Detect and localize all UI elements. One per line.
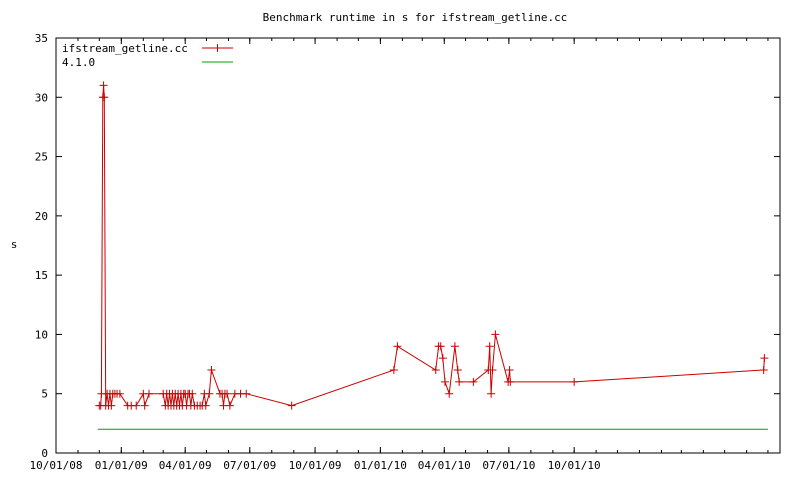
series-ifstream-getline [95,81,769,410]
series-line [99,85,765,408]
axes: 0 5 10 15 20 25 30 35 10/01/08 01/01/09 04/01/09 07… [30,32,781,472]
data-point [505,366,514,374]
data-point [440,377,449,386]
y-tick-label: 10 [35,328,48,341]
x-tick-label: 10/01/08 [30,459,83,472]
data-point [393,342,402,351]
data-point [100,93,109,102]
x-tick-label: 04/01/09 [159,459,212,472]
data-point [107,401,116,410]
data-point [115,389,124,398]
legend-marker [213,44,222,52]
data-point [760,354,769,363]
data-point [132,401,141,410]
y-tick-label: 30 [35,91,48,104]
legend-label: ifstream_getline.cc [62,42,188,55]
x-tick-label: 01/01/09 [95,459,148,472]
x-tick-label: 04/01/10 [418,459,471,472]
data-point [485,342,494,351]
data-point [455,377,464,386]
data-point [759,366,768,374]
data-point [450,342,459,351]
y-tick-label: 15 [35,269,48,282]
data-point [223,389,232,398]
data-point [488,366,497,374]
data-point [506,377,515,386]
x-tick-label: 07/01/09 [223,459,276,472]
y-tick-label: 35 [35,32,48,45]
chart-title: Benchmark runtime in s for ifstream_getl… [263,11,568,24]
legend: ifstream_getline.cc4.1.0 [62,42,233,69]
data-point [188,389,197,398]
data-point [445,389,454,398]
data-point [469,377,478,386]
data-point [287,401,296,410]
y-tick-label: 0 [41,447,48,460]
data-point [438,354,447,363]
data-point [207,366,216,374]
x-tick-label: 10/01/09 [289,459,342,472]
data-point [201,401,210,410]
y-tick-label: 5 [41,388,48,401]
data-point [225,401,234,410]
x-tick-label: 01/01/10 [354,459,407,472]
legend-label: 4.1.0 [62,56,95,69]
plot-border [55,37,781,454]
data-point [389,366,398,374]
y-tick-label: 25 [35,151,48,164]
data-point [436,342,445,351]
data-point [242,389,251,398]
data-point [99,81,108,90]
data-point [140,401,149,410]
y-tick-label: 20 [35,210,48,223]
data-point [453,366,462,374]
data-point [487,389,496,398]
x-tick-label: 10/01/10 [548,459,601,472]
y-axis-label: s [11,238,18,251]
data-point [144,389,153,398]
data-point [570,377,579,386]
data-point [205,389,214,398]
data-point [431,366,440,374]
data-point [491,330,500,339]
series-layer [95,81,769,430]
x-tick-label: 07/01/10 [482,459,535,472]
